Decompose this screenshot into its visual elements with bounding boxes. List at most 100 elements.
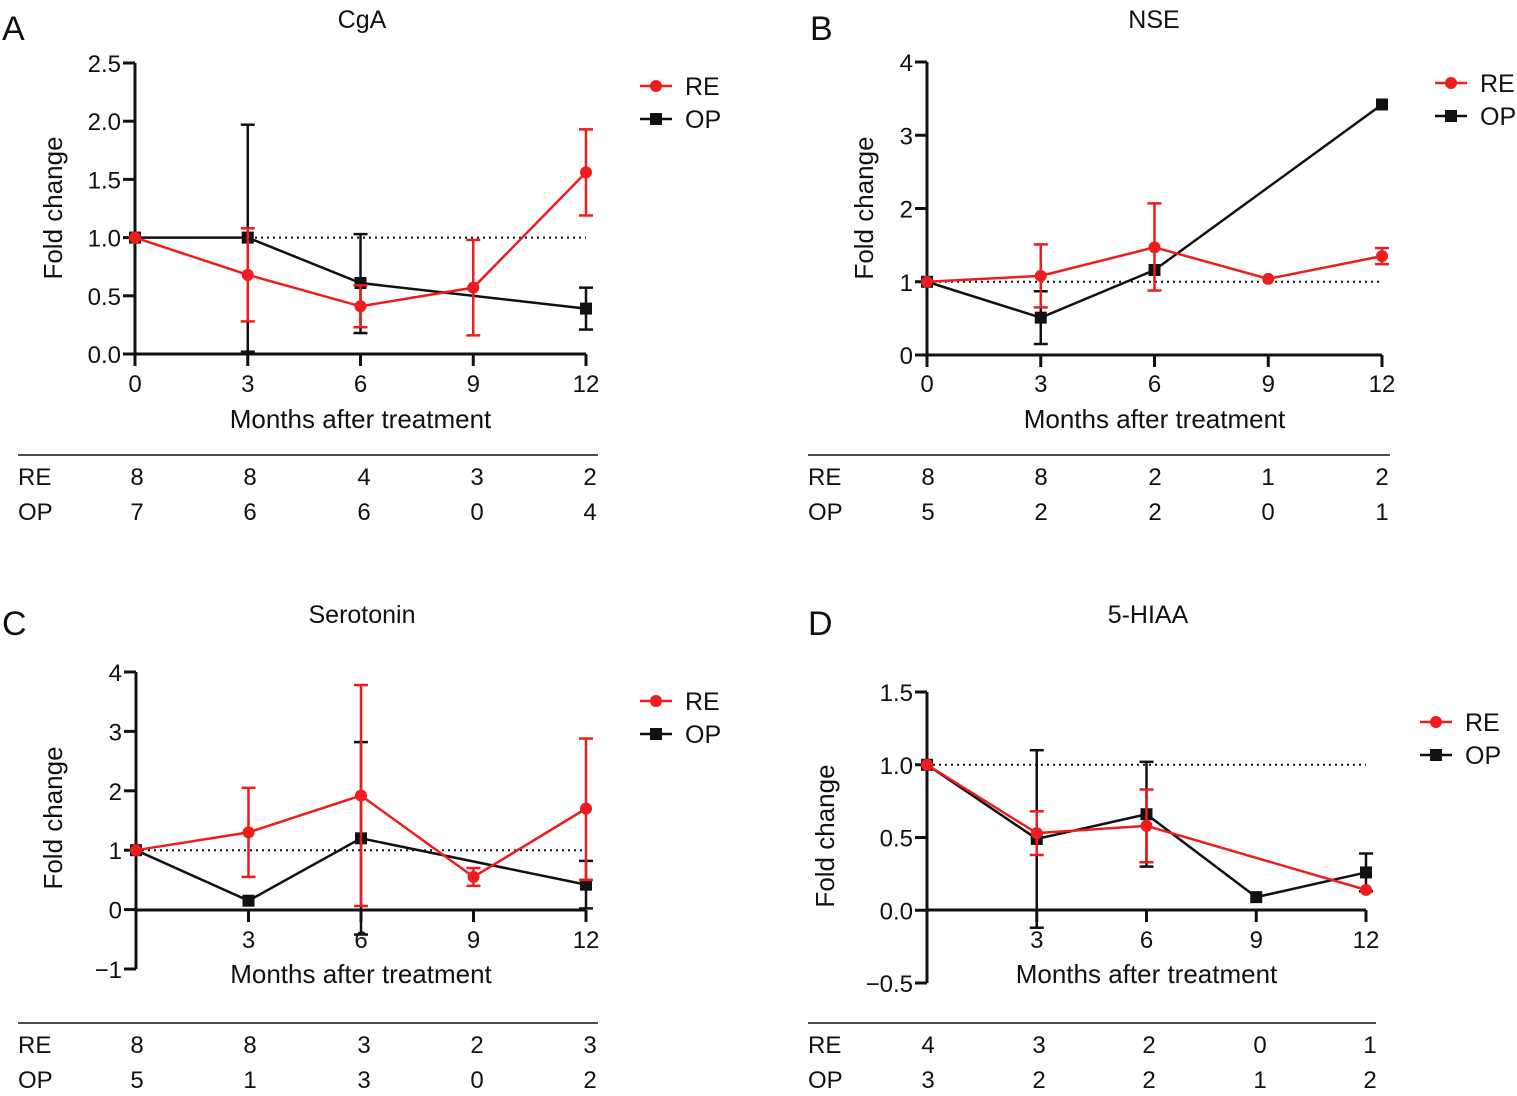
count-cell: 1	[1261, 464, 1274, 491]
count-cell: 2	[470, 1032, 483, 1059]
x-tick-label: 12	[573, 371, 600, 398]
chart-title: Serotonin	[308, 601, 415, 629]
y-tick-label: 0.0	[88, 342, 121, 369]
series-line-re	[926, 763, 1367, 892]
legend-label: OP	[1465, 742, 1501, 770]
x-tick-label: 0	[920, 371, 933, 398]
y-tick-label: −1	[95, 957, 122, 984]
y-axis-label: Fold change	[38, 746, 68, 889]
count-cell: 3	[357, 1067, 370, 1094]
y-tick-label: 2.0	[88, 109, 121, 136]
legend-item-op: OP	[640, 106, 721, 134]
series-re	[129, 128, 593, 337]
x-tick-label: 3	[1034, 371, 1047, 398]
legend-label: RE	[1465, 709, 1500, 737]
count-cell: 5	[130, 1067, 143, 1094]
data-point-re	[1262, 272, 1275, 285]
x-tick-label: 6	[1148, 371, 1161, 398]
counts-row-op: OP 3 2 2 1 2	[808, 1067, 1377, 1094]
y-axis-label: Fold change	[38, 136, 68, 279]
x-tick-label: 6	[354, 371, 367, 398]
count-cell: 1	[1363, 1032, 1376, 1059]
legend-marker	[650, 728, 662, 740]
data-point-re	[580, 802, 592, 815]
chart-title: CgA	[338, 6, 387, 34]
y-axis-label: Fold change	[849, 136, 879, 279]
y-tick-label: 4	[900, 50, 913, 77]
y-tick-label: 0	[900, 343, 913, 370]
counts-row-re: RE 8 8 3 2 3	[18, 1032, 597, 1059]
legend-label: OP	[1480, 103, 1516, 131]
x-tick-label: 9	[467, 927, 480, 954]
count-cell: 4	[357, 464, 370, 491]
legend-marker	[1445, 110, 1457, 122]
data-point-re	[1140, 819, 1153, 832]
counts-row-label: OP	[18, 1067, 53, 1094]
count-cell: 7	[130, 499, 143, 526]
count-cell: 2	[583, 1067, 596, 1094]
count-cell: 8	[921, 464, 934, 491]
data-point-op	[1034, 311, 1047, 324]
count-cell: 3	[357, 1032, 370, 1059]
legend-label: RE	[685, 73, 720, 101]
count-cell: 2	[1363, 1067, 1376, 1094]
counts-row-label: OP	[808, 1067, 843, 1094]
y-tick-label: 0.5	[88, 284, 121, 311]
legend-item-re: RE	[1435, 70, 1515, 98]
x-tick-label: 0	[128, 371, 141, 398]
panel-letter: D	[808, 605, 833, 643]
counts-row-re: RE 8 8 4 3 2	[18, 464, 597, 491]
x-tick-label: 3	[242, 927, 255, 954]
count-cell: 0	[470, 1067, 483, 1094]
legend-marker	[1430, 749, 1442, 761]
count-cell: 2	[1142, 1032, 1155, 1059]
data-point-re	[467, 870, 480, 883]
y-tick-label: 0.0	[880, 898, 913, 925]
x-axis-label: Months after treatment	[1024, 404, 1286, 434]
y-tick-label: 1.0	[880, 753, 913, 780]
legend-label: OP	[685, 721, 721, 749]
counts-row-re: RE 8 8 2 1 2	[808, 464, 1389, 491]
count-cell: 0	[1261, 499, 1274, 526]
data-point-re	[129, 231, 141, 244]
y-tick-label: −0.5	[866, 971, 913, 998]
legend-label: RE	[685, 688, 720, 716]
count-cell: 8	[130, 1032, 143, 1059]
count-cell: 3	[583, 1032, 596, 1059]
x-tick-label: 9	[1250, 927, 1263, 954]
x-tick-label: 3	[241, 371, 254, 398]
series-line-op	[135, 837, 587, 903]
count-cell: 0	[470, 499, 483, 526]
data-point-op	[580, 878, 592, 891]
y-tick-label: 2	[900, 197, 913, 224]
x-axis-label: Months after treatment	[230, 959, 492, 989]
count-cell: 2	[1142, 1067, 1155, 1094]
y-tick-label: 1.0	[88, 226, 121, 253]
data-point-op	[1250, 891, 1263, 904]
count-cell: 4	[921, 1032, 934, 1059]
legend-marker	[650, 113, 662, 125]
series-re	[921, 758, 1372, 896]
series-line-op	[926, 103, 1383, 319]
counts-row-label: RE	[808, 464, 841, 491]
count-cell: 2	[1032, 1067, 1045, 1094]
count-cell: 1	[243, 1067, 256, 1094]
x-tick-label: 3	[1030, 927, 1043, 954]
count-cell: 3	[921, 1067, 934, 1094]
x-tick-label: 9	[467, 371, 480, 398]
data-point-op	[1376, 98, 1388, 111]
legend-marker	[1445, 77, 1457, 89]
counts-row-op: OP 7 6 6 0 4	[18, 499, 597, 526]
count-cell: 5	[921, 499, 934, 526]
legend-item-re: RE	[640, 688, 720, 716]
counts-row-op: OP 5 1 3 0 2	[18, 1067, 597, 1094]
count-cell: 2	[1375, 464, 1388, 491]
legend-marker	[650, 80, 662, 92]
data-point-re	[1148, 241, 1161, 254]
legend-item-op: OP	[1435, 103, 1516, 131]
data-point-re	[242, 826, 255, 839]
legend-item-re: RE	[640, 73, 720, 101]
